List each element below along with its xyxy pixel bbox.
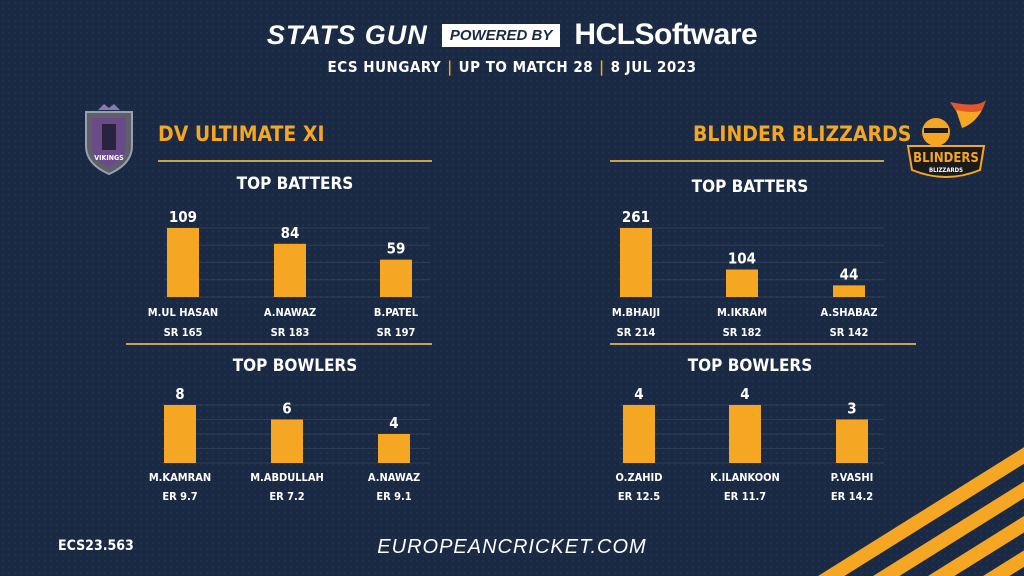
sponsor-suffix: Software — [634, 18, 758, 51]
left-batters-title: TOP BATTERS — [236, 174, 354, 194]
right-bowlers-title: TOP BOWLERS — [687, 356, 813, 376]
sponsor-prefix: HCL — [574, 18, 635, 51]
subtitle-competition: ECS HUNGARY — [327, 58, 442, 76]
bar-value-label: 44 — [840, 265, 859, 283]
bar — [729, 405, 761, 463]
vikings-logo: VIKINGS — [85, 104, 133, 176]
player-name-label: A.NAWAZ — [368, 471, 420, 484]
bar — [620, 228, 652, 297]
player-rate-label: ER 12.5 — [618, 490, 660, 503]
subtitle: ECS HUNGARY | UP TO MATCH 28 | 8 JUL 2023 — [327, 58, 697, 76]
bar — [836, 419, 868, 463]
bar — [167, 228, 199, 297]
vikings-logo-text: VIKINGS — [94, 154, 124, 162]
bar — [271, 419, 303, 463]
powered-by-badge: POWERED BY — [441, 23, 561, 47]
bar-value-label: 84 — [281, 224, 300, 242]
brand-title: STATS GUN — [266, 19, 428, 50]
right-team-name: BLINDER BLIZZARDS — [693, 122, 912, 146]
left-bowlers-title: TOP BOWLERS — [232, 356, 358, 376]
header: STATS GUN POWERED BY HCLSoftware — [0, 18, 1024, 52]
player-name-label: K.ILANKOON — [710, 471, 780, 484]
bar — [833, 285, 865, 297]
right-section-divider — [610, 343, 916, 345]
blinders-logo-subtext: BLIZZARDS — [929, 167, 963, 174]
player-name-label: M.KAMRAN — [149, 471, 211, 484]
player-rate-label: SR 197 — [377, 326, 416, 339]
player-name-label: M.IKRAM — [717, 306, 767, 319]
bar — [623, 405, 655, 463]
player-name-label: P.VASHI — [831, 471, 874, 484]
bar — [274, 243, 306, 297]
blinders-logo: BLINDERS BLIZZARDS — [906, 100, 986, 178]
player-rate-label: SR 165 — [164, 326, 203, 339]
left-team-name: DV ULTIMATE XI — [158, 122, 325, 146]
bar-value-label: 4 — [634, 385, 643, 403]
left-team-rule — [158, 160, 432, 162]
player-rate-label: SR 183 — [271, 326, 310, 339]
bar-value-label: 3 — [847, 400, 856, 418]
player-name-label: O.ZAHID — [616, 471, 663, 484]
player-name-label: A.SHABAZ — [820, 306, 877, 319]
player-name-label: M.ABDULLAH — [250, 471, 324, 484]
right-team-rule — [610, 160, 884, 162]
subtitle-scope: UP TO MATCH 28 — [458, 58, 594, 76]
footer-website: EUROPEANCRICKET.COM — [377, 536, 647, 558]
bar-value-label: 261 — [622, 208, 650, 226]
bar-value-label: 6 — [282, 400, 291, 418]
player-name-label: M.UL HASAN — [148, 306, 218, 319]
player-rate-label: SR 142 — [830, 326, 869, 339]
player-rate-label: SR 182 — [723, 326, 762, 339]
footer-code: ECS23.563 — [58, 538, 134, 554]
right-batters-title: TOP BATTERS — [691, 177, 809, 197]
bar-value-label: 109 — [169, 208, 197, 226]
bar-value-label: 8 — [175, 385, 184, 403]
blinders-logo-text: BLINDERS — [913, 151, 979, 166]
bar-value-label: 59 — [387, 240, 406, 258]
player-rate-label: ER 14.2 — [831, 490, 873, 503]
bar — [380, 259, 412, 297]
player-name-label: M.BHAIJI — [612, 306, 660, 319]
player-rate-label: ER 7.2 — [269, 490, 304, 503]
player-name-label: A.NAWAZ — [264, 306, 316, 319]
subtitle-date: 8 JUL 2023 — [610, 58, 697, 76]
bar — [378, 434, 410, 463]
bar-value-label: 4 — [740, 385, 749, 403]
bar — [164, 405, 196, 463]
bar-value-label: 104 — [728, 250, 756, 268]
bar-value-label: 4 — [389, 414, 398, 432]
player-rate-label: ER 11.7 — [724, 490, 766, 503]
sponsor-logo: HCLSoftware — [574, 18, 757, 52]
player-name-label: B.PATEL — [374, 306, 419, 319]
bar — [726, 269, 758, 297]
player-rate-label: SR 214 — [617, 326, 656, 339]
player-rate-label: ER 9.1 — [376, 490, 411, 503]
player-rate-label: ER 9.7 — [162, 490, 197, 503]
left-section-divider — [126, 343, 432, 345]
